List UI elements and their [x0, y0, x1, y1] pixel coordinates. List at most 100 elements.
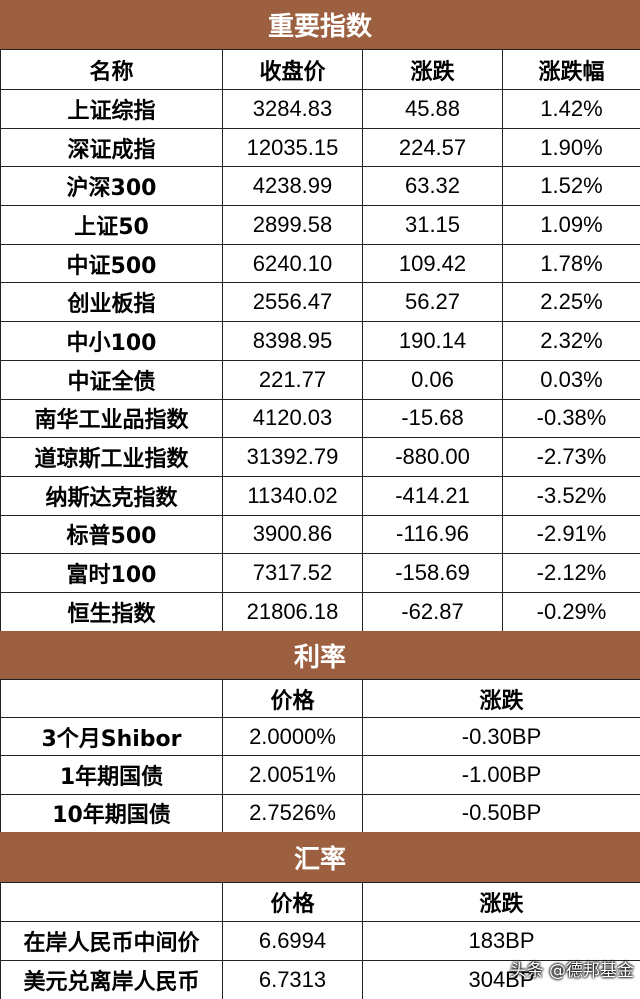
cell-value: -15.68 — [362, 398, 503, 439]
row-label: 美元兑离岸人民币 — [0, 960, 223, 999]
table-row: 纳斯达克指数 11340.02 -414.21 -3.52% — [0, 475, 640, 516]
cell-value: 183BP — [362, 921, 640, 961]
fx-section-title: 汇率 — [0, 832, 640, 882]
cell-value: 31.15 — [362, 205, 503, 245]
cell-value: 221.77 — [222, 359, 363, 400]
cell-value: 2899.58 — [222, 205, 363, 245]
cell-value: 2556.47 — [222, 282, 363, 323]
row-label: 道琼斯工业指数 — [0, 437, 223, 477]
cell-value: 4120.03 — [222, 398, 363, 439]
cell-value: 1.52% — [502, 166, 640, 207]
column-header-change: 涨跌 — [362, 882, 640, 922]
cell-value: -414.21 — [362, 475, 503, 516]
cell-value: -0.30BP — [362, 716, 640, 757]
table-row: 1年期国债 2.0051% -1.00BP — [0, 755, 640, 795]
table-row: 中小100 8398.95 190.14 2.32% — [0, 321, 640, 361]
table-row: 道琼斯工业指数 31392.79 -880.00 -2.73% — [0, 437, 640, 477]
cell-value: 6.7313 — [222, 960, 363, 999]
cell-value: 0.03% — [502, 359, 640, 400]
row-label: 上证综指 — [0, 89, 223, 129]
cell-value: 6240.10 — [222, 243, 363, 284]
cell-value: 1.09% — [502, 205, 640, 245]
table-row: 富时100 7317.52 -158.69 -2.12% — [0, 553, 640, 593]
cell-value: 31392.79 — [222, 437, 363, 477]
cell-value: -158.69 — [362, 553, 503, 593]
cell-value: -880.00 — [362, 437, 503, 477]
row-label: 深证成指 — [0, 127, 223, 168]
row-label: 中小100 — [0, 321, 223, 361]
table-row: 南华工业品指数 4120.03 -15.68 -0.38% — [0, 398, 640, 439]
cell-value: 0.06 — [362, 359, 503, 400]
cell-value: 11340.02 — [222, 475, 363, 516]
indices-section-title: 重要指数 — [0, 0, 640, 49]
cell-value: 3900.86 — [222, 514, 363, 555]
indices-header-row: 名称 收盘价 涨跌 涨跌幅 — [0, 49, 640, 90]
column-header-change-pct: 涨跌幅 — [502, 49, 640, 90]
column-header-close: 收盘价 — [222, 49, 363, 90]
cell-value: 4238.99 — [222, 166, 363, 207]
table-row: 中证500 6240.10 109.42 1.78% — [0, 243, 640, 284]
row-label: 上证50 — [0, 205, 223, 245]
table-row: 3个月Shibor 2.0000% -0.30BP — [0, 716, 640, 757]
cell-value: -2.12% — [502, 553, 640, 593]
cell-value: -0.29% — [502, 591, 640, 632]
cell-value: 6.6994 — [222, 921, 363, 961]
cell-value: -1.00BP — [362, 755, 640, 795]
fx-header-row: 价格 涨跌 — [0, 882, 640, 922]
column-header-change: 涨跌 — [362, 49, 503, 90]
cell-value: -2.91% — [502, 514, 640, 555]
column-header-change: 涨跌 — [362, 679, 640, 718]
cell-value: 21806.18 — [222, 591, 363, 632]
rates-section-title: 利率 — [0, 631, 640, 679]
row-label: 中证全债 — [0, 359, 223, 400]
cell-value: 7317.52 — [222, 553, 363, 593]
cell-value: 2.0051% — [222, 755, 363, 795]
table-row: 标普500 3900.86 -116.96 -2.91% — [0, 514, 640, 555]
cell-value: 2.7526% — [222, 793, 363, 833]
rates-table: 价格 涨跌 3个月Shibor 2.0000% -0.30BP 1年期国债 2.0051… — [0, 679, 640, 833]
fx-table: 价格 涨跌 在岸人民币中间价 6.6994 183BP 美元兑离岸人民币 6.7313 3… — [0, 882, 640, 999]
row-label: 标普500 — [0, 514, 223, 555]
table-row: 上证综指 3284.83 45.88 1.42% — [0, 89, 640, 129]
row-label: 南华工业品指数 — [0, 398, 223, 439]
row-label: 沪深300 — [0, 166, 223, 207]
table-row: 沪深300 4238.99 63.32 1.52% — [0, 166, 640, 207]
cell-value: 1.78% — [502, 243, 640, 284]
column-header-blank — [0, 679, 223, 718]
cell-value: 3284.83 — [222, 89, 363, 129]
cell-value: 2.25% — [502, 282, 640, 323]
column-header-name: 名称 — [0, 49, 223, 90]
table-row: 恒生指数 21806.18 -62.87 -0.29% — [0, 591, 640, 632]
row-label: 纳斯达克指数 — [0, 475, 223, 516]
cell-value: -62.87 — [362, 591, 503, 632]
row-label: 在岸人民币中间价 — [0, 921, 223, 961]
cell-value: 2.32% — [502, 321, 640, 361]
table-row: 创业板指 2556.47 56.27 2.25% — [0, 282, 640, 323]
cell-value: 63.32 — [362, 166, 503, 207]
table-row: 在岸人民币中间价 6.6994 183BP — [0, 921, 640, 961]
column-header-price: 价格 — [222, 679, 363, 718]
cell-value: 304BP — [362, 960, 640, 999]
cell-value: 45.88 — [362, 89, 503, 129]
cell-value: 1.90% — [502, 127, 640, 168]
row-label: 1年期国债 — [0, 755, 223, 795]
cell-value: 56.27 — [362, 282, 503, 323]
row-label: 10年期国债 — [0, 793, 223, 833]
cell-value: 224.57 — [362, 127, 503, 168]
cell-value: -116.96 — [362, 514, 503, 555]
row-label: 创业板指 — [0, 282, 223, 323]
table-row: 10年期国债 2.7526% -0.50BP — [0, 793, 640, 833]
row-label: 恒生指数 — [0, 591, 223, 632]
cell-value: -3.52% — [502, 475, 640, 516]
cell-value: -0.50BP — [362, 793, 640, 833]
column-header-blank — [0, 882, 223, 922]
table-row: 上证50 2899.58 31.15 1.09% — [0, 205, 640, 245]
column-header-price: 价格 — [222, 882, 363, 922]
row-label: 3个月Shibor — [0, 716, 223, 757]
indices-table: 名称 收盘价 涨跌 涨跌幅 上证综指 3284.83 45.88 1.42% 深证成指 1… — [0, 49, 640, 632]
table-row: 中证全债 221.77 0.06 0.03% — [0, 359, 640, 400]
row-label: 富时100 — [0, 553, 223, 593]
cell-value: 2.0000% — [222, 716, 363, 757]
cell-value: 109.42 — [362, 243, 503, 284]
